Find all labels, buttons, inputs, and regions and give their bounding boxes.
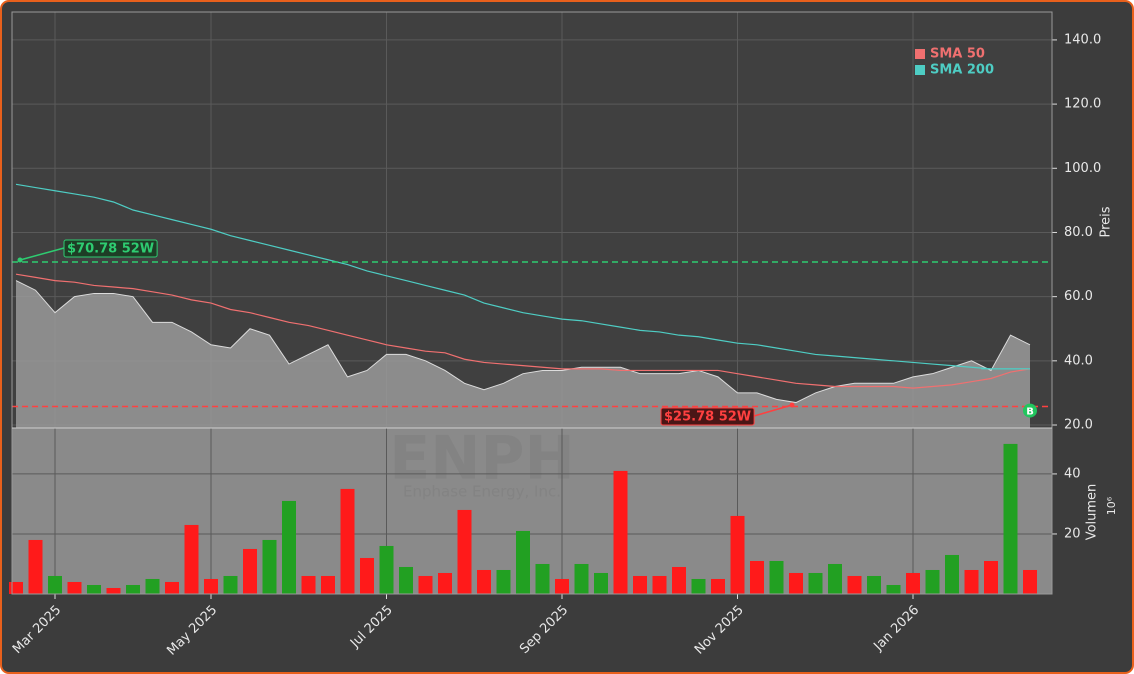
watermark-ticker: ENPH (389, 424, 574, 494)
volume-bar (574, 563, 589, 594)
sma-line (15, 183, 1030, 370)
volume-bar (126, 584, 140, 594)
reference-label: $25.78 52W (664, 410, 751, 425)
y-tick-label: 20.0 (1064, 418, 1093, 433)
volume-bar (964, 569, 979, 594)
volume-bar (808, 572, 823, 594)
volume-unit: 10⁶ (1105, 496, 1118, 515)
volume-bar (243, 548, 257, 594)
volume-bar (340, 488, 355, 594)
volume-bar (418, 575, 433, 594)
volume-bar (516, 530, 530, 594)
price-area (16, 280, 1030, 428)
reference-arrow (19, 247, 65, 261)
volume-bar (925, 569, 940, 594)
y-tick-label: 40.0 (1064, 353, 1093, 368)
volume-axis-label: Volumen (1085, 484, 1100, 541)
volume-bar (769, 560, 784, 594)
volume-bar (867, 575, 881, 594)
marker-label: B (1026, 407, 1034, 418)
plot-border (11, 11, 1053, 595)
volume-bar (711, 578, 725, 594)
volume-bar (165, 581, 179, 594)
volume-bar (750, 560, 764, 594)
y-tick-label: 120.0 (1064, 97, 1101, 112)
volume-bar (535, 563, 550, 594)
y-tick-label: 60.0 (1064, 289, 1093, 304)
price-line (15, 280, 1031, 404)
volume-bar (984, 560, 998, 594)
y-tick-label: 20 (1064, 526, 1081, 541)
volume-bar (555, 578, 569, 594)
volume-bar (321, 575, 335, 594)
volume-bar (438, 572, 452, 594)
reference-arrow (753, 404, 793, 417)
reference-label: $70.78 52W (67, 242, 154, 257)
volume-bar (945, 554, 959, 594)
volume-bar (457, 509, 472, 594)
volume-bar (1023, 569, 1037, 594)
volume-bar (67, 581, 82, 594)
volume-bar (847, 575, 862, 594)
volume-bar (496, 569, 511, 594)
volume-bar (633, 575, 647, 594)
volume-bar (282, 500, 296, 594)
y-axis-label: Preis (1099, 206, 1114, 237)
volume-bar (730, 515, 745, 594)
volume-bar (594, 572, 608, 594)
y-tick-label: 40 (1064, 466, 1081, 481)
y-tick-label: 100.0 (1064, 161, 1101, 176)
sma-line (15, 273, 1031, 389)
volume-bar (262, 539, 277, 594)
legend-label: SMA 200 (930, 63, 994, 78)
volume-bar (379, 545, 394, 594)
volume-bar (87, 584, 101, 594)
volume-bar (48, 575, 62, 594)
volume-bar (1003, 443, 1018, 594)
volume-bar (28, 539, 43, 594)
volume-bar (477, 569, 491, 594)
watermark-company: Enphase Energy, Inc. (403, 483, 561, 501)
volume-bar (613, 470, 628, 594)
volume-bar (360, 557, 374, 594)
volume-bar (691, 578, 706, 594)
legend-swatch (915, 65, 925, 75)
volume-bar (184, 524, 199, 594)
volume-bar (789, 572, 803, 594)
reference-label-box (660, 407, 755, 426)
reference-arrow-head (789, 402, 795, 408)
volume-bar (301, 575, 316, 594)
volume-bar (886, 584, 901, 594)
volume-bar (223, 575, 238, 594)
volume-bar (672, 566, 686, 594)
volume-bar (145, 578, 160, 594)
y-tick-label: 80.0 (1064, 225, 1093, 240)
volume-bar (906, 572, 920, 594)
volume-bar (399, 566, 413, 594)
marker (1023, 403, 1037, 418)
legend-swatch (915, 49, 925, 59)
volume-bar (828, 563, 842, 594)
legend-label: SMA 50 (930, 47, 985, 62)
volume-bar (204, 578, 218, 594)
volume-bar (9, 581, 23, 594)
volume-bar (106, 587, 121, 594)
reference-arrow-head (17, 257, 23, 263)
volume-bar (652, 575, 667, 594)
y-tick-label: 140.0 (1064, 32, 1101, 47)
